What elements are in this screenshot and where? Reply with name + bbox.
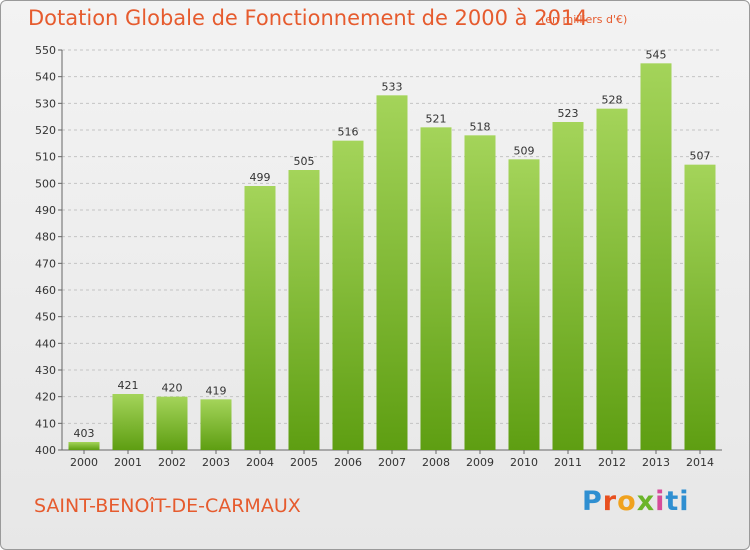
bar: [332, 140, 364, 450]
y-tick-label: 520: [35, 124, 56, 137]
y-tick-label: 510: [35, 151, 56, 164]
chart-subtitle: (en milliers d'€): [541, 13, 628, 26]
x-tick-label: 2014: [686, 456, 714, 469]
bar: [596, 108, 628, 451]
bar: [112, 394, 144, 450]
data-label: 421: [118, 379, 139, 392]
logo-letter: P: [582, 486, 603, 517]
y-tick-label: 470: [35, 257, 56, 270]
logo-letter: ti: [665, 486, 690, 517]
logo-letter: o: [617, 486, 637, 517]
x-tick-label: 2002: [158, 456, 186, 469]
data-label: 545: [646, 48, 667, 61]
y-tick-label: 430: [35, 364, 56, 377]
data-label: 420: [162, 382, 183, 395]
y-tick-label: 540: [35, 71, 56, 84]
y-tick-label: 410: [35, 417, 56, 430]
data-label: 507: [690, 150, 711, 163]
data-label: 499: [250, 171, 271, 184]
y-tick-label: 420: [35, 391, 56, 404]
x-tick-label: 2006: [334, 456, 362, 469]
data-label: 403: [74, 427, 95, 440]
data-label: 533: [382, 80, 403, 93]
bar: [508, 159, 540, 451]
x-tick-label: 2003: [202, 456, 230, 469]
bar: [376, 95, 408, 450]
x-tick-label: 2001: [114, 456, 142, 469]
chart-title: Dotation Globale de Fonctionnement de 20…: [28, 6, 588, 30]
x-tick-label: 2010: [510, 456, 538, 469]
bars: [68, 63, 716, 451]
bar: [288, 170, 320, 450]
bar: [552, 122, 584, 450]
y-tick-label: 460: [35, 284, 56, 297]
y-tick-label: 450: [35, 311, 56, 324]
data-label: 505: [294, 155, 315, 168]
bar: [420, 127, 452, 450]
x-tick-label: 2005: [290, 456, 318, 469]
y-tick-label: 490: [35, 204, 56, 217]
bar: [640, 63, 672, 450]
bar: [684, 164, 716, 450]
x-tick-label: 2012: [598, 456, 626, 469]
y-tick-label: 530: [35, 97, 56, 110]
logo-letter: x: [636, 486, 656, 517]
y-tick-label: 400: [35, 444, 56, 457]
y-tick-label: 440: [35, 337, 56, 350]
data-label: 521: [426, 112, 447, 125]
logo-letter: r: [602, 486, 618, 517]
x-tick-label: 2011: [554, 456, 582, 469]
bar: [244, 186, 276, 450]
x-tick-label: 2009: [466, 456, 494, 469]
data-label: 509: [514, 144, 535, 157]
y-tick-label: 480: [35, 231, 56, 244]
y-tick-label: 550: [35, 44, 56, 57]
data-label: 419: [206, 384, 227, 397]
bar: [68, 442, 100, 450]
x-tick-label: 2004: [246, 456, 274, 469]
x-tick-label: 2008: [422, 456, 450, 469]
x-tick-label: 2007: [378, 456, 406, 469]
y-tick-label: 500: [35, 177, 56, 190]
proxiti-logo: Proxiti: [582, 486, 690, 517]
data-label: 516: [338, 126, 359, 139]
logo-letter: i: [655, 486, 666, 517]
data-label: 528: [602, 94, 623, 107]
bar: [464, 135, 496, 451]
bar: [200, 399, 232, 450]
data-label: 518: [470, 120, 491, 133]
x-tick-label: 2000: [70, 456, 98, 469]
data-label: 523: [558, 107, 579, 120]
labels: 400 410 420 430 440 450 460 470 480 490 500 510 520 5…: [35, 44, 714, 469]
bar: [156, 396, 188, 450]
x-tick-label: 2013: [642, 456, 670, 469]
city-name: SAINT-BENOîT-DE-CARMAUX: [34, 495, 301, 517]
